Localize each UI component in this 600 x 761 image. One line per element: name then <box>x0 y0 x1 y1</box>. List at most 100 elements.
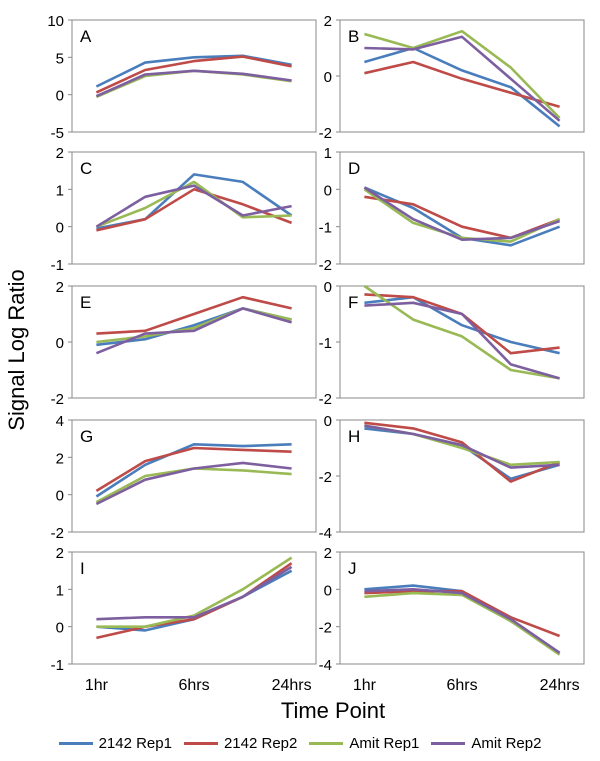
panel-frame <box>339 419 585 533</box>
panel-frame <box>71 19 317 133</box>
y-tick-label: 2 <box>56 450 64 467</box>
y-tick-label: -2 <box>51 525 64 542</box>
panels-group: -50510A-202B-1012C-2-101D-202E-2-10F-202… <box>47 13 585 694</box>
panel-f: -2 -1 0F <box>319 279 585 408</box>
series-line <box>363 186 561 241</box>
x-tick-label: 1hr <box>85 677 109 694</box>
y-tick-label: 0 <box>324 582 332 599</box>
legend-label: Amit Rep1 <box>349 734 420 752</box>
y-tick-label: 0 <box>56 488 64 505</box>
series-line <box>95 446 292 493</box>
panel-h: -4 -2 0H <box>319 413 585 542</box>
series-line <box>364 421 561 483</box>
legend-item: 2142 Rep2 <box>183 734 298 752</box>
series-line <box>96 188 293 232</box>
y-tick-label: -1 <box>319 220 332 237</box>
series-line <box>96 569 293 632</box>
y-tick-label: -2 <box>51 391 64 408</box>
panel-j: -4 -2 0 2J 1hr 6hrs 24hrs <box>319 545 585 694</box>
legend-item: Amit Rep1 <box>309 735 419 752</box>
y-tick-label: 1 <box>56 182 64 199</box>
y-tick-label: -2 <box>319 469 332 486</box>
series-line <box>364 35 561 122</box>
series-line <box>364 295 560 355</box>
series-line <box>363 284 560 380</box>
panel-a: -5 0 5 10 A <box>47 13 317 142</box>
y-tick-label: 2 <box>56 279 64 296</box>
y-tick-label: 10 <box>47 13 64 30</box>
legend-label: 2142 Rep2 <box>223 734 298 752</box>
series-line <box>95 55 292 94</box>
x-tick-label: 6hrs <box>446 677 477 694</box>
series-line <box>95 307 292 355</box>
y-tick-label: 0 <box>56 620 64 637</box>
series-line <box>364 46 561 128</box>
series-line <box>364 589 561 638</box>
panel-label: C <box>80 159 92 178</box>
y-tick-label: 5 <box>56 50 64 67</box>
x-tick-label: 24hrs <box>272 677 312 694</box>
panel-c: -1 0 1 2C <box>51 145 317 274</box>
y-tick-label: -4 <box>319 657 332 674</box>
y-tick-label: -2 <box>319 257 332 274</box>
legend-label: 2142 Rep1 <box>98 734 172 752</box>
panel-b: -2 0 2B <box>319 13 585 142</box>
panel-label: A <box>80 27 92 46</box>
y-tick-label: 0 <box>56 220 64 237</box>
panel-label: F <box>348 293 358 312</box>
y-tick-label: 0 <box>324 413 332 430</box>
y-tick-label: -1 <box>51 657 64 674</box>
series-line <box>364 587 561 654</box>
x-tick-label: 24hrs <box>540 677 580 694</box>
panel-label: D <box>348 159 360 178</box>
y-tick-label: 0 <box>324 182 332 199</box>
panel-label: E <box>80 293 91 312</box>
panel-frame <box>71 419 317 533</box>
panel-i: -1 0 1 2I 1hr 6hrs 24hrs <box>51 545 317 694</box>
y-tick-label: -2 <box>319 620 332 637</box>
y-tick-label: 0 <box>324 279 332 296</box>
legend-line-icon <box>309 741 344 745</box>
legend-line-icon <box>183 741 218 745</box>
panel-frame <box>71 285 317 399</box>
series-line <box>364 60 560 109</box>
series-line <box>95 184 292 228</box>
legend-line-icon <box>58 741 93 745</box>
series-line <box>364 29 561 119</box>
panel-e: -2 0 2E <box>51 279 317 408</box>
panel-label: H <box>348 427 360 446</box>
y-tick-label: 2 <box>56 145 64 162</box>
y-tick-label: -1 <box>319 335 332 352</box>
series-line <box>96 565 293 621</box>
legend-label: Amit Rep2 <box>471 734 542 752</box>
panel-frame <box>339 151 585 265</box>
panel-frame <box>71 151 317 265</box>
series-line <box>95 69 292 98</box>
series-line <box>364 427 560 481</box>
panel-g: -2 0 2 4G <box>51 413 317 542</box>
series-line <box>96 295 292 335</box>
y-tick-label: 4 <box>56 413 64 430</box>
y-tick-label: 2 <box>324 545 332 562</box>
y-tick-label: 2 <box>56 545 64 562</box>
x-axis-title: Time Point <box>281 698 385 723</box>
y-tick-label: -2 <box>319 391 332 408</box>
y-axis-title: Signal Log Ratio <box>4 269 29 430</box>
y-tick-label: 1 <box>324 145 332 162</box>
x-tick-label: 1hr <box>353 677 377 694</box>
legend-item: Amit Rep2 <box>431 735 541 752</box>
panel-frame <box>339 285 585 399</box>
y-tick-label: -4 <box>319 525 332 542</box>
x-tick-label: 6hrs <box>178 677 209 694</box>
series-line <box>95 180 292 228</box>
series-line <box>95 442 292 498</box>
series-line <box>363 188 561 243</box>
legend-line-icon <box>431 741 466 745</box>
series-line <box>95 461 292 506</box>
y-tick-label: 0 <box>324 69 332 86</box>
panel-label: J <box>348 559 357 578</box>
panel-label: B <box>348 27 359 46</box>
panel-d: -2 -1 0 1D <box>319 145 585 274</box>
y-tick-label: -5 <box>51 125 64 142</box>
